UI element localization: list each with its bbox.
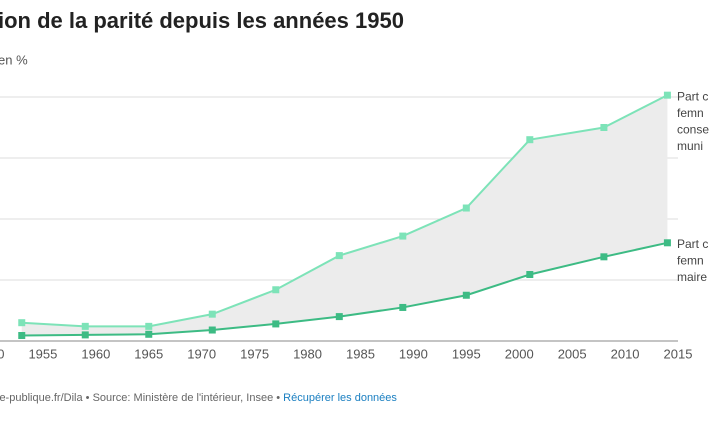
legend-label: Part c <box>677 237 708 251</box>
x-tick-label: 1965 <box>134 346 163 361</box>
marker <box>663 91 671 99</box>
x-tick-label: 1950 <box>0 346 4 361</box>
x-tick-label: 2010 <box>611 346 640 361</box>
subtitle: en % <box>0 52 28 67</box>
legend-label: muni <box>677 139 703 153</box>
marker <box>600 124 608 131</box>
legend-label: maire <box>677 270 707 284</box>
x-tick-label: 1995 <box>452 346 481 361</box>
marker <box>208 310 216 318</box>
source-text: ie-publique.fr/Dila • Source: Ministère … <box>0 392 283 404</box>
marker <box>335 313 343 321</box>
chart-title: ion de la parité depuis les années 1950 <box>0 8 404 33</box>
x-tick-label: 1980 <box>293 346 322 361</box>
gap-area <box>21 95 668 336</box>
marker <box>335 252 343 260</box>
legend-label: conse <box>677 122 709 136</box>
marker <box>462 204 470 212</box>
marker <box>145 330 153 338</box>
x-tick-label: 2005 <box>558 346 587 361</box>
source: ie-publique.fr/Dila • Source: Ministère … <box>0 392 397 404</box>
x-tick-label: 1985 <box>346 346 375 361</box>
marker <box>81 322 89 330</box>
marker <box>272 286 280 294</box>
marker <box>399 232 407 240</box>
legend-label: Part c <box>677 89 708 103</box>
x-tick-label: 1955 <box>28 346 57 361</box>
marker <box>663 239 671 247</box>
x-tick-label: 1970 <box>187 346 216 361</box>
marker <box>81 331 89 339</box>
x-tick-label: 2015 <box>664 346 693 361</box>
x-tick-label: 2000 <box>505 346 534 361</box>
marker <box>145 322 153 330</box>
x-tick-label: 1960 <box>81 346 110 361</box>
legend-label: femn <box>677 106 704 120</box>
marker <box>18 319 26 327</box>
marker <box>526 136 534 144</box>
data-link[interactable]: Récupérer les données <box>283 392 397 404</box>
marker <box>272 320 280 328</box>
marker <box>208 326 216 334</box>
legend-label: femn <box>677 253 704 267</box>
x-tick-label: 1975 <box>240 346 269 361</box>
marker <box>399 303 407 311</box>
marker <box>18 332 26 340</box>
marker <box>526 271 534 279</box>
marker <box>600 253 608 261</box>
marker <box>462 291 470 299</box>
x-tick-label: 1990 <box>399 346 428 361</box>
